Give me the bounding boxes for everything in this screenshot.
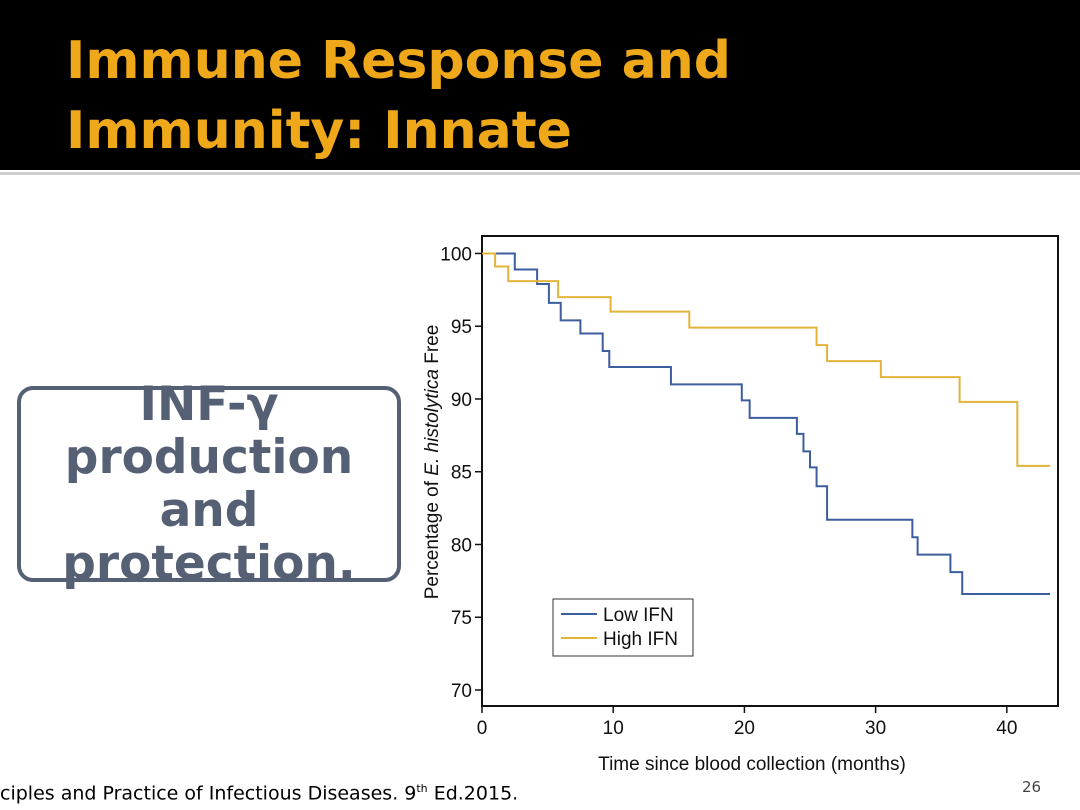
- legend-label: Low IFN: [603, 605, 674, 626]
- y-label-part: Free: [422, 325, 443, 369]
- y-tick-label: 75: [451, 608, 472, 629]
- y-label-part: Percentage of: [422, 476, 443, 600]
- footer: ciples and Practice of Infectious Diseas…: [0, 782, 518, 804]
- legend-box: [552, 598, 694, 657]
- divider: [0, 172, 1080, 175]
- chart: Time since blood collection (months) Per…: [422, 235, 1059, 775]
- callout-text: INF-γ production and protection.: [62, 377, 356, 591]
- x-tick-label: 30: [865, 718, 886, 739]
- y-tick-label: 95: [451, 317, 472, 338]
- page-number: 26: [1022, 778, 1042, 796]
- legend-label: High IFN: [603, 629, 678, 650]
- title: Immunity: Innate: [66, 101, 572, 161]
- x-tick-label: 20: [734, 718, 755, 739]
- y-tick-label: 90: [451, 390, 472, 411]
- y-tick-label: 70: [451, 681, 472, 702]
- y-tick-label: 85: [451, 463, 472, 484]
- y-tick-label: 100: [440, 244, 472, 265]
- footer-sup: th: [416, 782, 428, 795]
- x-tick-label: 10: [603, 718, 624, 739]
- footer-text: Ed.2015.: [427, 782, 519, 805]
- y-tick-label: 80: [451, 535, 472, 556]
- x-axis-label: Time since blood collection (months): [598, 754, 906, 775]
- title: Immune Response and: [66, 31, 732, 91]
- x-tick-label: 40: [996, 718, 1017, 739]
- y-axis-label: Percentage of E. histolytica Free: [422, 325, 443, 600]
- survival-line: [482, 252, 1051, 595]
- y-label-part: E. histolytica: [422, 369, 443, 476]
- survival-line: [482, 252, 1051, 467]
- header: Immune Response and Immunity: Innate: [0, 0, 1080, 170]
- footer-text: ciples and Practice of Infectious Diseas…: [0, 782, 417, 805]
- x-tick-label: 0: [477, 718, 488, 739]
- callout-box: INF-γ production and protection.: [17, 378, 401, 590]
